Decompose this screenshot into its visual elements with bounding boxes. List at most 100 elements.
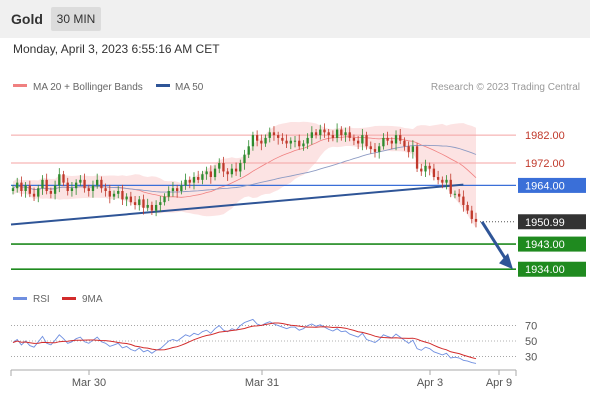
candle-body xyxy=(428,165,431,169)
resistance-level-label: 1982.00 xyxy=(525,130,565,142)
candle-body xyxy=(226,171,229,175)
candle-body xyxy=(11,188,15,191)
candle-body xyxy=(62,174,65,183)
candle-body xyxy=(108,191,111,197)
candle-body xyxy=(310,132,314,138)
candle-body xyxy=(373,149,377,152)
candle-body xyxy=(407,146,410,152)
candle-body xyxy=(453,193,457,195)
candle-body xyxy=(41,179,44,189)
candle-body xyxy=(348,132,351,138)
rsi-ma-legend-label: 9MA xyxy=(82,294,103,305)
candle-body xyxy=(260,140,263,144)
candle-body xyxy=(361,135,364,144)
chart-panel xyxy=(0,38,590,400)
candle-body xyxy=(87,188,90,191)
bb-legend-swatch xyxy=(13,84,27,87)
candle-body xyxy=(331,135,335,138)
candle-body xyxy=(415,146,419,169)
current-price-level-label: 1950.99 xyxy=(525,217,565,229)
candle-body xyxy=(53,185,57,194)
candle-body xyxy=(264,137,267,144)
candle-body xyxy=(146,204,149,208)
candle-body xyxy=(378,146,381,152)
candle-body xyxy=(403,140,406,147)
candle-body xyxy=(45,179,48,191)
candle-body xyxy=(112,193,116,197)
chart-header: Gold 30 MIN xyxy=(0,0,590,38)
candle-body xyxy=(466,204,469,211)
candle-body xyxy=(352,137,356,141)
candle-body xyxy=(28,185,31,194)
candle-body xyxy=(142,199,145,208)
candle-body xyxy=(323,129,326,133)
candle-body xyxy=(470,210,473,219)
support-level-tag xyxy=(518,261,586,277)
support-level-label: 1943.00 xyxy=(525,239,565,251)
candle-body xyxy=(255,135,259,141)
candle-body xyxy=(411,146,415,152)
candle-body xyxy=(218,163,221,169)
candle-body xyxy=(462,196,465,205)
candle-body xyxy=(285,140,288,144)
rsi-tick-label: 50 xyxy=(525,336,537,348)
candle-body xyxy=(121,191,124,200)
candle-body xyxy=(268,132,271,138)
candle-body xyxy=(340,129,343,136)
candle-body xyxy=(243,154,246,164)
bollinger-band-fill xyxy=(13,121,476,228)
candle-body xyxy=(234,168,238,172)
support-level-label: 1934.00 xyxy=(525,264,565,276)
rsi-line xyxy=(12,318,477,364)
timeframe-button[interactable]: 30 MIN xyxy=(51,7,101,31)
candle-body xyxy=(213,168,217,178)
candle-body xyxy=(230,168,234,175)
candle-body xyxy=(458,193,461,197)
candle-body xyxy=(390,140,393,144)
candle-body xyxy=(327,132,330,136)
candle-body xyxy=(356,140,360,144)
pivot-level-label: 1964.00 xyxy=(525,180,565,192)
candle-body xyxy=(79,179,82,183)
candle-body xyxy=(281,137,284,141)
resistance-level-label: 1972.00 xyxy=(525,158,565,170)
credit-label: Research © 2023 Trading Central xyxy=(431,82,580,93)
candle-body xyxy=(129,196,133,203)
price-levels xyxy=(11,134,516,271)
candle-body xyxy=(432,168,436,178)
candle-body xyxy=(117,191,120,194)
candle-body xyxy=(138,199,141,205)
candle-body xyxy=(49,191,53,194)
level-labels: 1982.00 1972.00 1964.00 1950.99 1943.00 1934.… xyxy=(518,130,586,277)
projection-arrow-shaft xyxy=(480,220,509,263)
support-level-tag xyxy=(518,236,586,252)
rsi-tick-label: 70 xyxy=(525,321,537,333)
candle-body xyxy=(180,185,183,191)
candle-body xyxy=(365,135,368,147)
trendline xyxy=(10,183,513,270)
candle-body xyxy=(159,202,162,205)
rsi-ma-legend-swatch xyxy=(62,297,76,300)
candle-body xyxy=(436,177,440,180)
rsi-legend: RSI 9MA xyxy=(13,294,103,305)
candle-body xyxy=(184,179,187,186)
candle-body xyxy=(382,137,385,147)
rsi-tick-label: 30 xyxy=(525,351,537,363)
candle-body xyxy=(344,132,347,136)
ma50-legend-swatch xyxy=(156,84,170,87)
ma50-line xyxy=(12,144,477,193)
candle-body xyxy=(100,179,103,189)
candle-body xyxy=(150,204,154,211)
x-tick-label: Mar 30 xyxy=(72,377,106,389)
candle-body xyxy=(272,132,276,136)
candle-body xyxy=(319,129,322,136)
candle-body xyxy=(167,191,170,197)
candles xyxy=(11,123,478,228)
candle-body xyxy=(83,179,86,189)
candle-body xyxy=(251,135,255,147)
chart-legend: MA 20 + Bollinger Bands MA 50 Research ©… xyxy=(13,82,580,93)
x-tick-label: Mar 31 xyxy=(245,377,279,389)
candle-body xyxy=(66,182,69,191)
candle-body xyxy=(171,188,175,191)
candle-body xyxy=(314,132,318,136)
